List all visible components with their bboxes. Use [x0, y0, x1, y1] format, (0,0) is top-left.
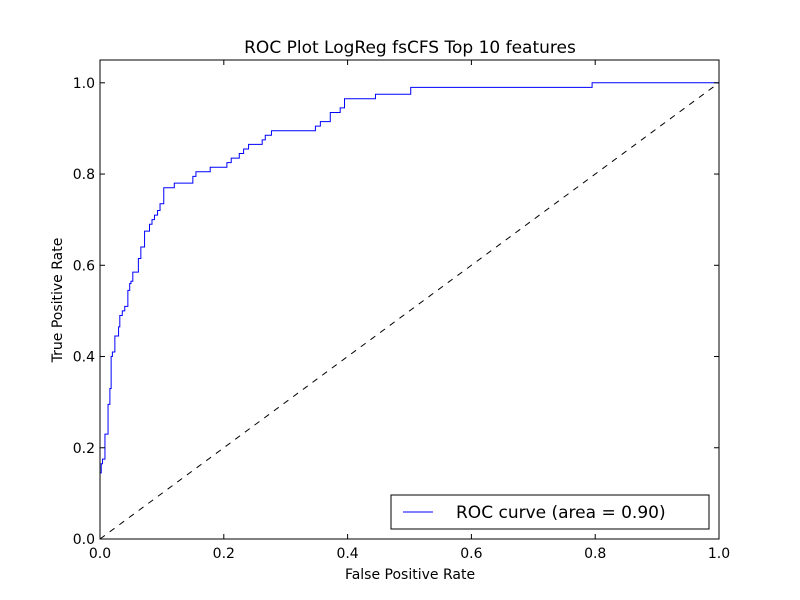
roc-curve-line [99, 82, 719, 539]
y-tick-label: 0.0 [73, 532, 95, 548]
x-tick-label: 0.8 [584, 546, 606, 562]
y-tick-label: 1.0 [73, 76, 95, 92]
y-axis-label: True Positive Rate [50, 238, 66, 364]
x-axis-label: False Positive Rate [345, 567, 475, 583]
chart-title: ROC Plot LogReg fsCFS Top 10 features [244, 38, 576, 58]
legend-label: ROC curve (area = 0.90) [456, 503, 666, 523]
chance-diagonal-line [99, 82, 720, 540]
axes-frame [99, 59, 720, 540]
x-tick-label: 1.0 [708, 546, 730, 562]
y-tick-label: 0.2 [73, 441, 95, 457]
plot-area: 0.0 0.2 0.4 0.6 0.8 1.0 0.0 0.2 0.4 0.6 0.8 1.0 [73, 59, 730, 562]
x-tick-label: 0.0 [89, 546, 111, 562]
legend-box [390, 494, 710, 530]
x-tick-label: 0.2 [213, 546, 235, 562]
y-tick-label: 0.4 [73, 350, 95, 366]
legend: ROC curve (area = 0.90) [390, 494, 710, 530]
y-tick-label: 0.6 [73, 258, 95, 274]
x-tick-label: 0.4 [336, 546, 358, 562]
y-tick-label: 0.8 [73, 167, 95, 183]
x-tick-label: 0.6 [460, 546, 482, 562]
